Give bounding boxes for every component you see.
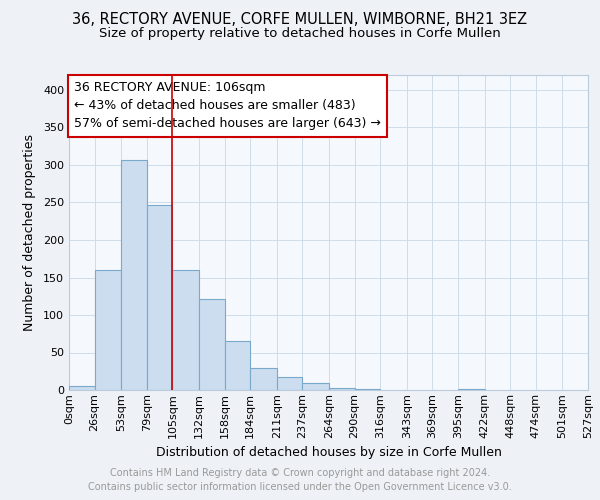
X-axis label: Distribution of detached houses by size in Corfe Mullen: Distribution of detached houses by size … — [155, 446, 502, 459]
Bar — [95, 270, 121, 390]
Bar — [147, 205, 172, 390]
Bar — [458, 388, 485, 390]
Bar — [69, 386, 95, 390]
Bar — [199, 298, 224, 390]
Bar — [329, 388, 355, 390]
Bar — [121, 160, 147, 390]
Bar — [302, 382, 329, 390]
Text: 36, RECTORY AVENUE, CORFE MULLEN, WIMBORNE, BH21 3EZ: 36, RECTORY AVENUE, CORFE MULLEN, WIMBOR… — [73, 12, 527, 28]
Text: Contains HM Land Registry data © Crown copyright and database right 2024.
Contai: Contains HM Land Registry data © Crown c… — [88, 468, 512, 492]
Text: 36 RECTORY AVENUE: 106sqm
← 43% of detached houses are smaller (483)
57% of semi: 36 RECTORY AVENUE: 106sqm ← 43% of detac… — [74, 82, 381, 130]
Text: Size of property relative to detached houses in Corfe Mullen: Size of property relative to detached ho… — [99, 28, 501, 40]
Bar — [277, 376, 302, 390]
Bar — [355, 389, 380, 390]
Bar — [224, 341, 250, 390]
Bar — [172, 270, 199, 390]
Y-axis label: Number of detached properties: Number of detached properties — [23, 134, 36, 331]
Bar — [250, 368, 277, 390]
